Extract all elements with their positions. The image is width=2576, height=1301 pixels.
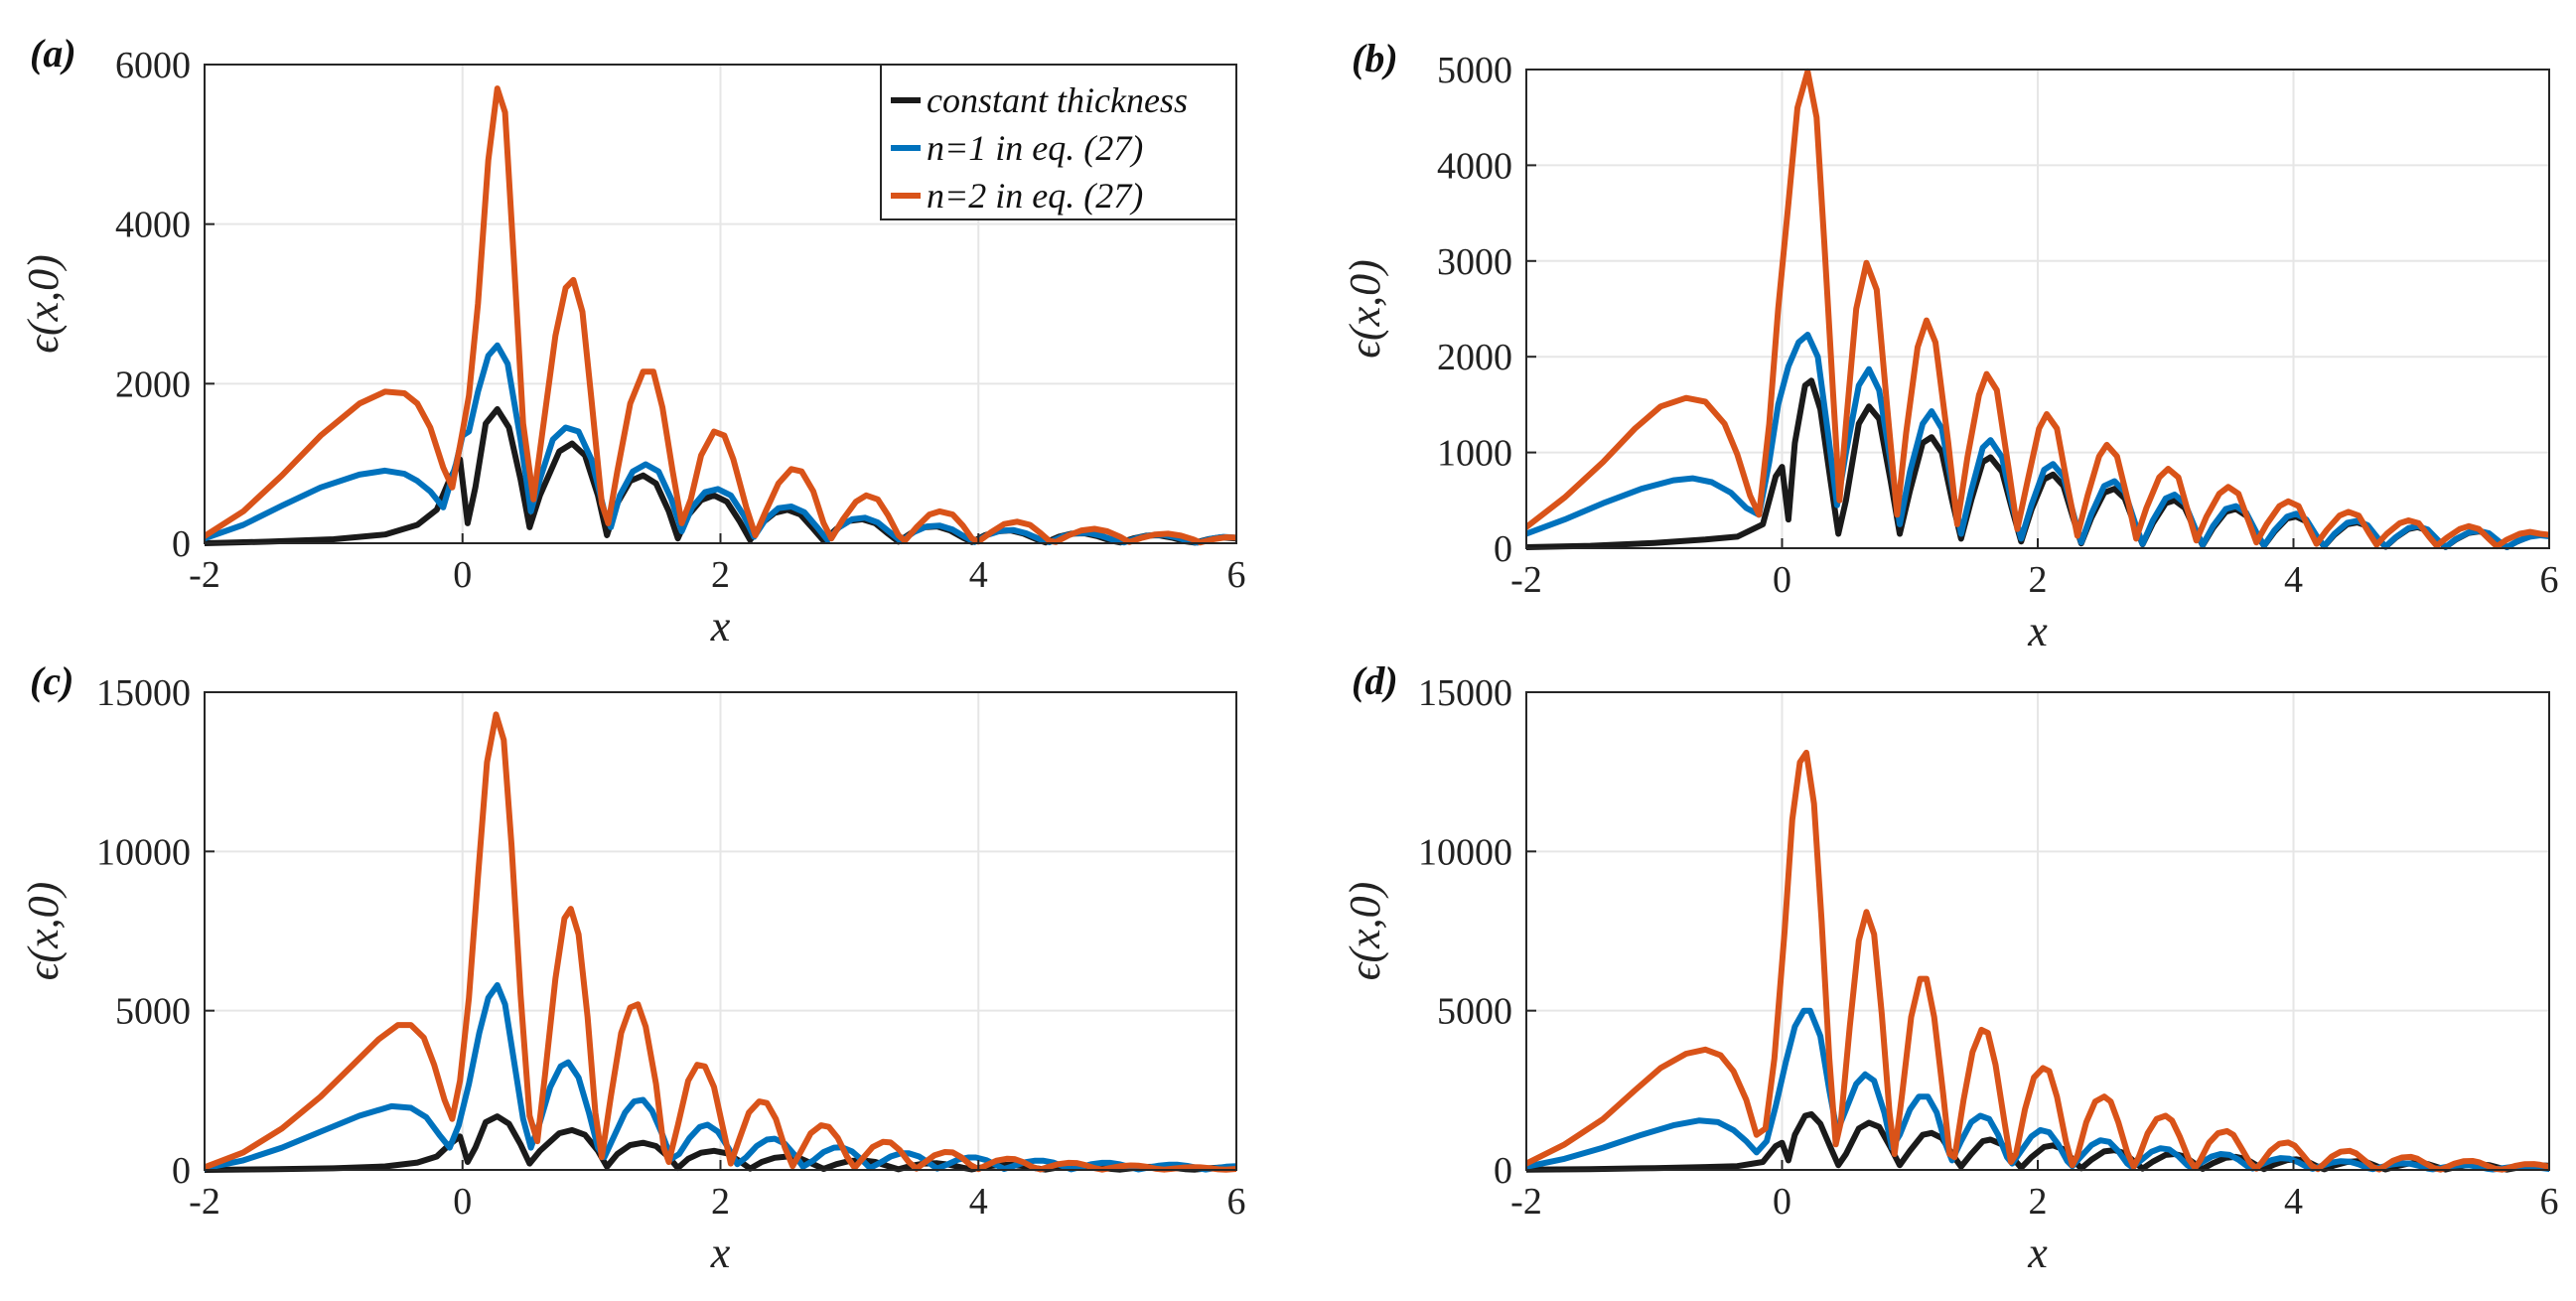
- legend-entry: constant thickness: [927, 80, 1188, 120]
- series-line-n-2-in-eq-27-: [205, 711, 1236, 1173]
- y-axis-label: ϵ(x,0): [19, 254, 68, 354]
- x-axis-label: x: [2027, 607, 2048, 655]
- y-tick-label: 5000: [115, 991, 191, 1033]
- y-tick-label: 4000: [1437, 145, 1512, 187]
- series-line-n-1-in-eq-27-: [1526, 1007, 2549, 1173]
- x-tick-label: 4: [969, 1181, 988, 1223]
- y-tick-label: 15000: [96, 672, 191, 714]
- x-tick-label: 4: [2284, 559, 2303, 601]
- x-tick-label: 6: [2540, 559, 2559, 601]
- panel-label: (a): [30, 31, 76, 75]
- series-line-n-2-in-eq-27-: [1526, 749, 2549, 1173]
- y-tick-label: 2000: [115, 363, 191, 405]
- x-tick-label: -2: [1510, 1181, 1542, 1223]
- x-tick-label: 2: [711, 1181, 730, 1223]
- y-axis-label: ϵ(x,0): [1341, 882, 1389, 981]
- series-line-n-2-in-eq-27-: [1526, 68, 2549, 550]
- x-axis-label: x: [2027, 1229, 2048, 1277]
- x-tick-label: 0: [453, 554, 472, 596]
- y-tick-label: 0: [1494, 528, 1512, 570]
- x-tick-label: 0: [453, 1181, 472, 1223]
- series-line-n-2-in-eq-27-: [205, 85, 1236, 546]
- x-tick-label: 6: [1227, 1181, 1246, 1223]
- x-tick-label: -2: [1510, 559, 1542, 601]
- y-tick-label: 6000: [115, 45, 191, 86]
- x-tick-label: 4: [969, 554, 988, 596]
- y-tick-label: 4000: [115, 205, 191, 246]
- series-line-n-1-in-eq-27-: [1526, 332, 2549, 550]
- y-tick-label: 10000: [96, 831, 191, 873]
- x-axis-label: x: [710, 602, 731, 650]
- y-tick-label: 3000: [1437, 241, 1512, 283]
- panel-label: (d): [1352, 658, 1398, 703]
- y-tick-label: 0: [172, 523, 191, 565]
- x-tick-label: 2: [2029, 559, 2048, 601]
- x-tick-label: 2: [2029, 1181, 2048, 1223]
- legend-entry: n=2 in eq. (27): [927, 176, 1143, 216]
- y-axis-label: ϵ(x,0): [19, 882, 68, 981]
- y-tick-label: 5000: [1437, 991, 1512, 1033]
- y-tick-label: 1000: [1437, 433, 1512, 475]
- y-tick-label: 5000: [1437, 50, 1512, 91]
- legend-entry: n=1 in eq. (27): [927, 128, 1143, 168]
- legend-box: [880, 64, 1237, 220]
- y-tick-label: 0: [1494, 1150, 1512, 1192]
- x-tick-label: 6: [1227, 554, 1246, 596]
- x-tick-label: 0: [1773, 559, 1791, 601]
- panel-label: (b): [1352, 36, 1398, 80]
- x-tick-label: 6: [2540, 1181, 2559, 1223]
- y-axis-label: ϵ(x,0): [1341, 259, 1389, 359]
- y-tick-label: 10000: [1418, 831, 1512, 873]
- x-tick-label: -2: [189, 554, 220, 596]
- y-tick-label: 15000: [1418, 672, 1512, 714]
- panel-label: (c): [30, 658, 73, 703]
- y-tick-label: 2000: [1437, 337, 1512, 378]
- x-tick-label: 4: [2284, 1181, 2303, 1223]
- y-tick-label: 0: [172, 1150, 191, 1192]
- x-axis-label: x: [710, 1229, 731, 1277]
- x-tick-label: 0: [1773, 1181, 1791, 1223]
- x-tick-label: 2: [711, 554, 730, 596]
- x-tick-label: -2: [189, 1181, 220, 1223]
